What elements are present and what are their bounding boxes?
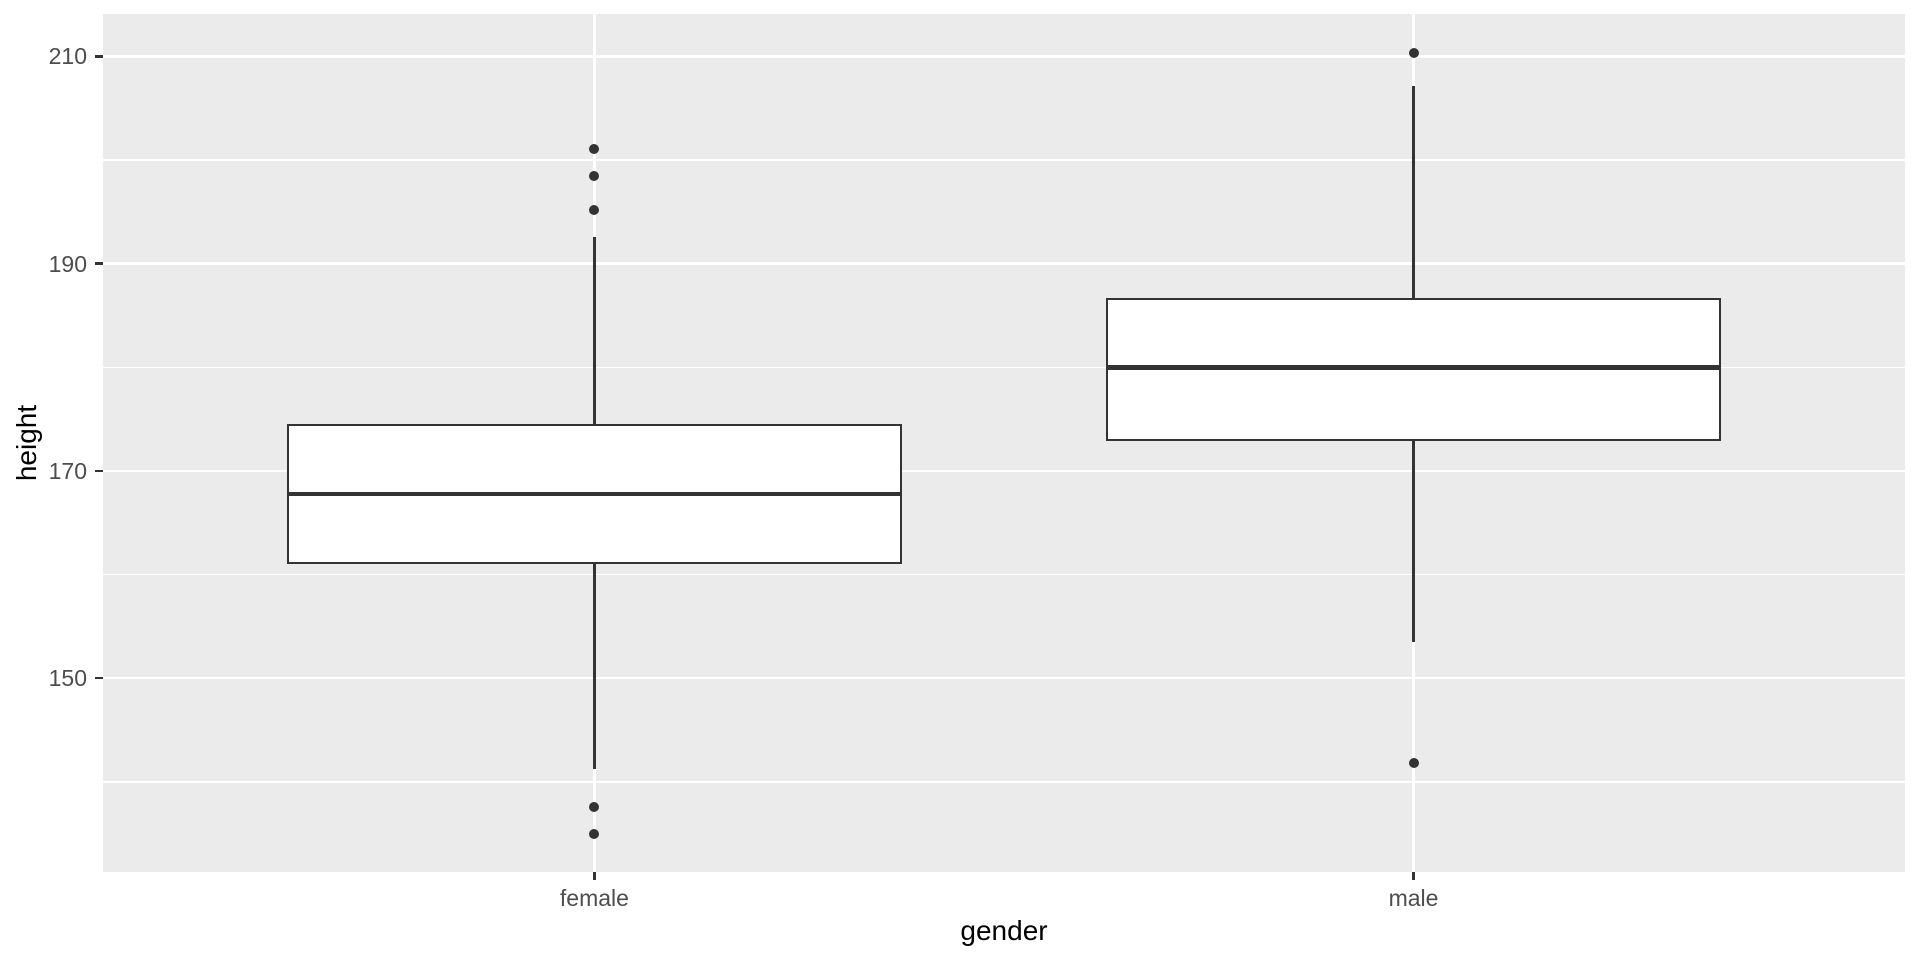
outlier-dot-male xyxy=(1408,758,1419,769)
x-axis-title: gender xyxy=(960,915,1048,946)
y-tick-mark xyxy=(95,262,103,265)
y-gridline-major xyxy=(103,55,1905,58)
outlier-dot-male xyxy=(1408,48,1419,59)
outlier-dot-female xyxy=(589,801,600,812)
y-gridline-major xyxy=(103,262,1905,265)
outlier-dot-female xyxy=(589,143,600,154)
whisker-lower-male xyxy=(1412,440,1415,642)
outlier-dot-female xyxy=(589,170,600,181)
y-tick-mark xyxy=(95,676,103,680)
y-gridline-minor xyxy=(103,781,1905,783)
median-female xyxy=(287,491,902,497)
y-axis-title: height xyxy=(11,404,42,482)
x-tick-mark xyxy=(1412,872,1415,880)
y-tick-mark xyxy=(95,469,103,473)
x-tick-mark xyxy=(593,872,596,880)
y-gridline-minor xyxy=(103,159,1905,161)
y-tick-label: 170 xyxy=(48,457,87,484)
y-gridline-major xyxy=(103,469,1905,473)
plot-panel xyxy=(103,14,1905,872)
outlier-dot-female xyxy=(589,204,600,215)
y-gridline-minor xyxy=(103,366,1905,369)
y-tick-label: 210 xyxy=(48,43,87,70)
x-tick-label-female: female xyxy=(559,885,629,911)
outlier-dot-female xyxy=(589,828,600,839)
whisker-upper-male xyxy=(1412,85,1415,298)
whisker-lower-female xyxy=(593,564,596,770)
y-gridline-minor xyxy=(103,573,1905,576)
y-tick-label: 190 xyxy=(48,250,87,277)
y-tick-label: 150 xyxy=(48,665,87,692)
whisker-upper-female xyxy=(593,236,596,425)
y-gridline-major xyxy=(103,676,1905,680)
x-tick-label-male: male xyxy=(1388,885,1439,911)
y-tick-mark xyxy=(95,55,103,58)
median-male xyxy=(1106,365,1721,370)
